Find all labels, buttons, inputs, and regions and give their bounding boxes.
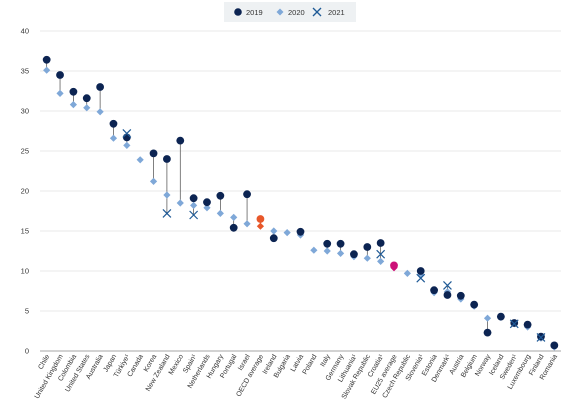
legend-background <box>224 2 356 22</box>
marker-2020-bulgaria <box>283 229 291 237</box>
y-tick-label: 40 <box>21 27 29 36</box>
y-tick-label: 35 <box>21 67 29 76</box>
marker-2020-united-kingdom <box>56 89 64 97</box>
legend-label-2021: 2021 <box>328 8 345 17</box>
gridlines <box>40 30 561 352</box>
marker-2019-norway <box>483 328 492 337</box>
marker-2019-croatia <box>376 239 385 247</box>
marker-2019-italy <box>323 239 332 248</box>
marker-2019-new-zealand <box>163 155 171 163</box>
y-tick-label: 20 <box>21 187 29 196</box>
data-markers <box>42 55 559 351</box>
marker-2020-mexico <box>176 199 184 207</box>
x-category-label: OECD average <box>235 353 265 398</box>
marker-2020-israel <box>243 220 251 228</box>
marker-2020-chile <box>43 66 51 74</box>
marker-2020-poland <box>310 246 318 254</box>
marker-2021-denmark <box>443 280 452 290</box>
marker-2020-hungary <box>216 209 224 217</box>
marker-2021-new-zealand <box>162 208 172 218</box>
marker-2019-hungary <box>216 191 225 200</box>
marker-2020-japan <box>109 134 118 142</box>
y-tick-label: 5 <box>25 307 29 316</box>
legend-marker-2021 <box>312 7 322 17</box>
marker-2021-spain <box>189 210 199 220</box>
marker-2019-t-rkiye <box>122 133 131 142</box>
marker-2019-luxembourg <box>523 320 532 329</box>
marker-2020-norway <box>483 314 492 322</box>
y-tick-label: 15 <box>21 227 29 236</box>
marker-2019-australia <box>96 83 105 91</box>
marker-2020-spain <box>190 201 198 209</box>
marker-2020-portugal <box>230 213 238 221</box>
marker-2019-belgium <box>470 300 479 309</box>
marker-2019-spain <box>189 194 198 203</box>
marker-2021-croatia <box>376 249 386 259</box>
marker-2020-ireland <box>270 227 278 235</box>
marker-2021-t-rkiye <box>122 128 132 138</box>
legend-label-2019: 2019 <box>246 8 263 17</box>
marker-2019-ireland <box>269 234 278 243</box>
marker-2019-netherlands <box>203 198 211 207</box>
y-tick-label: 30 <box>21 107 29 116</box>
marker-2020-australia <box>96 108 104 116</box>
marker-2019-estonia <box>430 286 438 295</box>
marker-2019-israel <box>243 190 251 199</box>
marker-2019-mexico <box>176 136 185 145</box>
legend-marker-2020 <box>276 8 284 16</box>
marker-2020-czech-republic <box>403 269 411 277</box>
marker-2019-portugal <box>229 223 238 232</box>
marker-2020-t-rkiye <box>123 141 131 149</box>
marker-2019-korea <box>149 149 158 158</box>
y-axis-ticks: 0 5 10 15 20 25 30 35 40 <box>21 27 29 356</box>
connector-lines <box>46 59 555 347</box>
marker-2020-germany <box>336 249 345 257</box>
marker-2019-germany <box>336 239 345 248</box>
marker-2019-slovenia <box>416 267 425 275</box>
marker-2019-latvia <box>296 227 305 236</box>
marker-2019-austria <box>456 291 465 300</box>
marker-2019-eu25-average <box>390 261 398 270</box>
marker-2019-colombia <box>69 87 78 96</box>
marker-2020-netherlands <box>203 204 211 212</box>
marker-2020-united-states <box>83 104 91 112</box>
marker-2019-chile <box>42 55 51 64</box>
marker-2019-united-kingdom <box>56 71 64 79</box>
y-tick-label: 25 <box>21 147 29 156</box>
marker-2019-oecd-average <box>256 215 265 223</box>
marker-2019-iceland <box>496 312 505 321</box>
marker-2020-italy <box>323 247 331 255</box>
marker-2019-lithuania <box>350 250 358 259</box>
legend-marker-2019 <box>234 8 242 16</box>
marker-2020-korea <box>149 177 158 185</box>
legend: 2019 2020 2021 <box>234 7 345 17</box>
marker-2020-canada <box>136 156 144 164</box>
marker-2020-colombia <box>69 101 77 109</box>
marker-2019-slovak-republic <box>363 243 372 251</box>
marker-2020-oecd-average <box>256 222 265 230</box>
marker-2020-croatia <box>377 257 385 265</box>
marker-2019-denmark <box>443 291 452 299</box>
marker-2021-slovenia <box>416 273 426 283</box>
marker-2021-finland <box>536 332 546 342</box>
marker-2020-new-zealand <box>163 191 171 199</box>
marker-2019-united-states <box>82 94 91 103</box>
y-tick-label: 10 <box>21 267 29 276</box>
marker-2019-romania <box>550 341 559 350</box>
marker-2020-slovak-republic <box>363 254 371 262</box>
legend-label-2020: 2020 <box>288 8 305 17</box>
x-category-label: Italy <box>319 353 332 368</box>
marker-2021-sweden <box>509 319 519 329</box>
y-tick-label: 0 <box>25 347 29 356</box>
marker-2019-japan <box>109 119 118 128</box>
